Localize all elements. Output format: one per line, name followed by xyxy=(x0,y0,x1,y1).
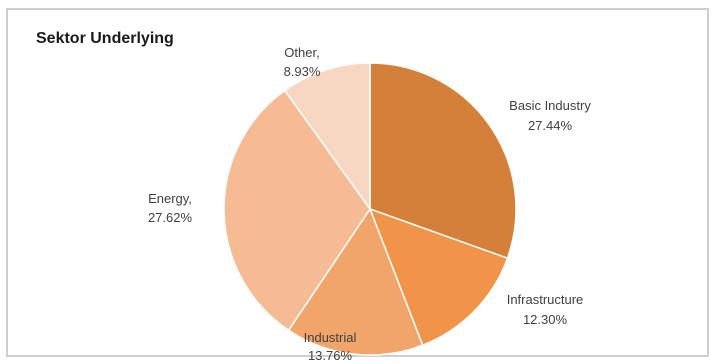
slice-label-other: Other, xyxy=(284,45,319,60)
pie-slice-energy xyxy=(223,89,371,332)
pie-slice-other xyxy=(283,62,371,212)
chart-title: Sektor Underlying xyxy=(36,30,174,47)
slice-label-energy: Energy, xyxy=(148,191,192,206)
slice-label-basic-industry: Basic Industry xyxy=(509,98,591,113)
slice-percent-industrial: 13.76% xyxy=(308,348,353,363)
pie-slice-basic-industry xyxy=(369,62,517,260)
pie-slices xyxy=(223,62,517,356)
slice-percent-infrastructure: 12.30% xyxy=(523,312,568,327)
slice-label-infrastructure: Infrastructure xyxy=(507,292,584,307)
slice-percent-other: 8.93% xyxy=(284,64,321,79)
pie-slice-industrial xyxy=(287,207,424,356)
pie-labels: Basic Industry 27.44% Infrastructure 12.… xyxy=(148,45,591,363)
slice-percent-energy: 27.62% xyxy=(148,210,193,225)
slice-percent-basic-industry: 27.44% xyxy=(528,118,573,133)
pie-slice-infrastructure xyxy=(368,207,509,347)
slice-label-industrial: Industrial xyxy=(304,330,357,345)
